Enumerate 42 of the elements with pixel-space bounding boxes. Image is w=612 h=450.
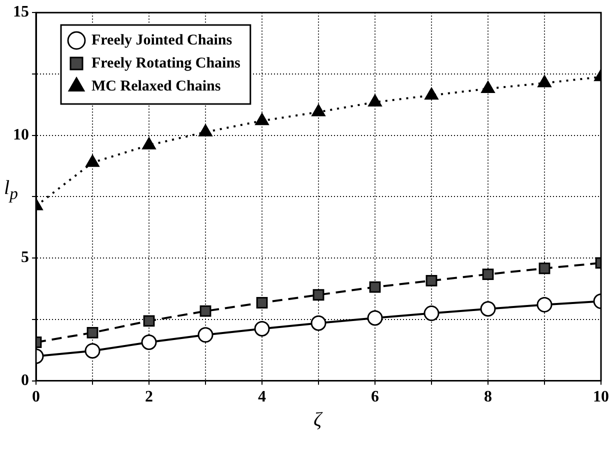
y-tick-label: 15 xyxy=(13,4,29,21)
point xyxy=(255,113,269,126)
point xyxy=(482,268,494,280)
legend-label: Freely Rotating Chains xyxy=(92,55,241,72)
point xyxy=(480,301,496,317)
y-tick-label: 5 xyxy=(21,249,29,266)
point xyxy=(310,315,326,331)
y-tick-label: 10 xyxy=(13,126,29,144)
point xyxy=(254,321,270,337)
point xyxy=(84,343,100,359)
legend-label: MC Relaxed Chains xyxy=(92,78,221,94)
x-tick-label: 2 xyxy=(145,388,153,406)
x-tick-label: 4 xyxy=(258,388,266,406)
point xyxy=(312,104,326,116)
point xyxy=(86,154,100,167)
point xyxy=(200,305,212,317)
point xyxy=(424,306,440,322)
point xyxy=(86,326,98,338)
point xyxy=(256,297,268,308)
point xyxy=(198,327,214,343)
x-tick-label: 0 xyxy=(32,388,40,406)
point xyxy=(312,289,324,301)
x-tick-label: 8 xyxy=(484,388,492,406)
point xyxy=(538,262,550,274)
point xyxy=(536,296,552,312)
point xyxy=(367,310,383,326)
point xyxy=(368,94,382,106)
point xyxy=(141,334,157,350)
point xyxy=(142,137,156,150)
legend-label: Freely Jointed Chains xyxy=(92,32,232,48)
x-axis-title: ζ xyxy=(314,408,322,432)
x-tick-label: 6 xyxy=(371,388,379,406)
y-axis-title: l$_{p}$ xyxy=(4,176,18,204)
point xyxy=(481,80,495,93)
point xyxy=(538,75,552,88)
y-tick-label: 0 xyxy=(21,372,29,389)
point xyxy=(198,124,212,136)
point xyxy=(369,281,381,293)
point xyxy=(426,274,438,286)
point xyxy=(424,88,438,100)
x-tick-label: 10 xyxy=(593,388,609,406)
point xyxy=(143,315,155,327)
